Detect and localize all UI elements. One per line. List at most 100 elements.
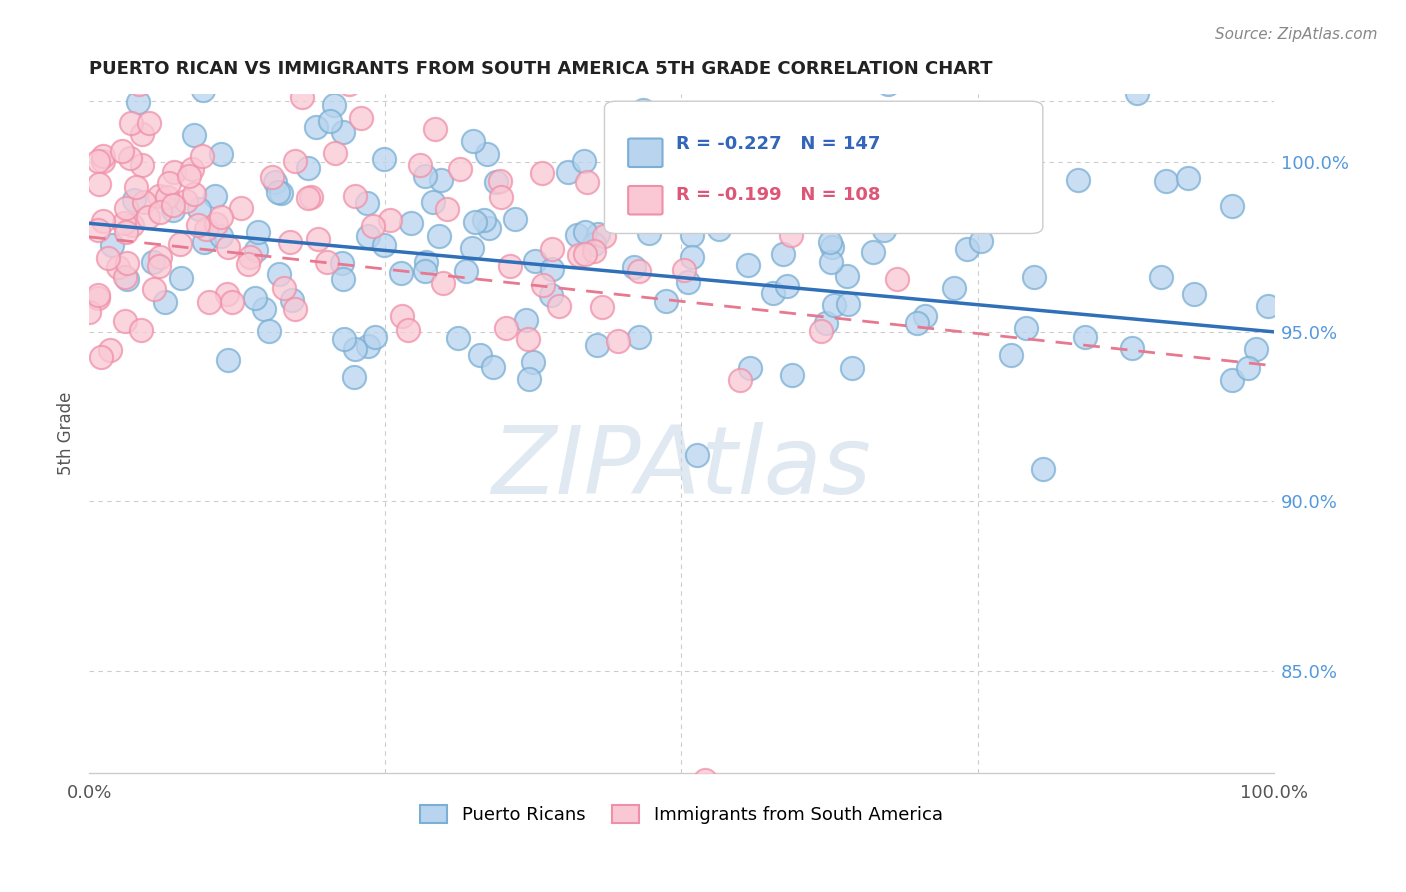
Point [422,194,444,209]
Point [515,313,537,327]
Point [627,264,650,278]
Point [1220,373,1243,387]
FancyBboxPatch shape [605,101,1043,234]
Point [779,228,801,243]
Point [114,314,136,328]
Point [823,298,845,312]
Point [478,221,501,235]
Point [1024,270,1046,285]
Point [1010,118,1032,132]
Point [1066,173,1088,187]
Point [281,293,304,307]
Point [903,194,925,208]
Point [738,360,761,375]
Point [343,342,366,356]
Point [582,237,605,252]
Point [91,153,114,168]
Point [170,270,193,285]
Point [638,226,661,240]
Point [970,234,993,248]
Point [432,276,454,290]
Point [183,128,205,142]
Legend: Puerto Ricans, Immigrants from South America: Puerto Ricans, Immigrants from South Ame… [413,797,950,831]
Point [322,98,344,112]
Point [730,373,752,387]
Point [190,149,212,163]
Point [364,330,387,344]
Point [707,222,730,236]
Point [814,317,837,331]
Point [191,83,214,97]
Point [870,146,893,161]
Point [914,309,936,323]
Point [260,169,283,184]
Point [540,243,562,257]
Point [568,248,591,262]
Point [204,189,226,203]
Point [396,323,419,337]
Point [841,360,863,375]
Point [949,180,972,194]
Point [107,260,129,274]
Point [740,165,762,179]
Point [243,291,266,305]
Point [952,146,974,161]
Point [669,121,692,136]
Point [86,223,108,237]
Point [565,227,588,242]
Point [541,261,564,276]
Point [120,116,142,130]
Point [291,90,314,104]
Point [676,276,699,290]
Point [319,114,342,128]
Point [131,158,153,172]
Point [98,343,121,357]
Point [681,250,703,264]
Point [278,235,301,249]
Point [776,142,799,156]
Point [762,286,785,301]
Point [820,255,842,269]
Point [183,186,205,201]
Point [586,338,609,352]
Point [217,240,239,254]
Point [149,204,172,219]
Point [162,197,184,211]
Point [633,103,655,117]
Point [681,228,703,243]
Point [187,218,209,232]
Point [1126,87,1149,101]
Point [606,334,628,348]
Point [776,279,799,293]
Point [772,246,794,260]
Point [499,259,522,273]
Point [986,187,1008,202]
Point [110,144,132,158]
Point [413,264,436,278]
Point [531,166,554,180]
Point [517,372,540,386]
Point [231,201,253,215]
Point [759,162,782,177]
Point [623,260,645,275]
Point [128,77,150,91]
Point [163,165,186,179]
Point [356,196,378,211]
Point [180,162,202,177]
Point [749,145,772,159]
Point [129,323,152,337]
Point [1154,174,1177,188]
Point [1257,299,1279,313]
Point [245,243,267,257]
Point [1236,361,1258,376]
Point [138,116,160,130]
Point [436,202,458,216]
Point [90,351,112,365]
Y-axis label: 5th Grade: 5th Grade [58,392,75,475]
Point [209,211,232,225]
Point [430,173,453,187]
Point [1121,341,1143,355]
Point [460,241,482,255]
Point [463,134,485,148]
Point [373,152,395,166]
